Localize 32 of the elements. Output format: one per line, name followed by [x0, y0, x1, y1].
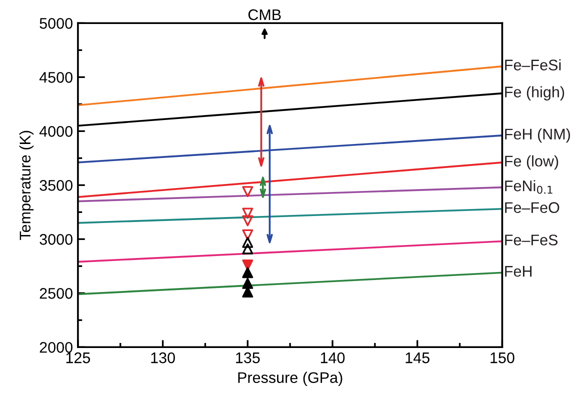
x-tick-label: 140: [320, 352, 345, 364]
point: [242, 278, 254, 289]
x-tick-label: 145: [406, 352, 430, 364]
text: CMB: [248, 9, 281, 20]
x-tick-label: 150: [490, 352, 514, 364]
point: [242, 229, 254, 240]
x-tick-label: 135: [236, 352, 260, 364]
x-tick-label: 125: [66, 352, 90, 364]
y-axis-title: Temperature (K): [19, 130, 34, 240]
point: [242, 186, 254, 198]
series-label: Fe–FeS: [505, 234, 558, 246]
y-tick-label: 2500: [40, 288, 72, 299]
series-label: FeNi$_{0.1}$: [505, 180, 552, 194]
y-tick-label: 3500: [40, 180, 72, 191]
point: [242, 243, 254, 254]
y-tick-label: 2000: [40, 342, 72, 353]
point: [242, 208, 254, 219]
point: [242, 267, 254, 278]
series-label: FeH (NM): [505, 128, 570, 143]
series-label: Fe–FeO: [505, 202, 560, 213]
y-tick-label: 5000: [40, 18, 72, 29]
series-label: Fe (low): [505, 155, 558, 170]
x-tick-label: 130: [151, 352, 175, 364]
point: [242, 215, 254, 226]
y-tick-label: 4500: [39, 72, 72, 83]
y-tick-label: 3000: [40, 234, 72, 245]
series-label: FeH: [505, 266, 532, 277]
y-tick-label: 4000: [39, 126, 72, 137]
series-label: Fe (high): [505, 86, 564, 100]
point: [242, 236, 254, 248]
x-axis-title: Pressure (GPa): [238, 372, 342, 386]
series-label: Fe–FeSi: [505, 59, 561, 70]
